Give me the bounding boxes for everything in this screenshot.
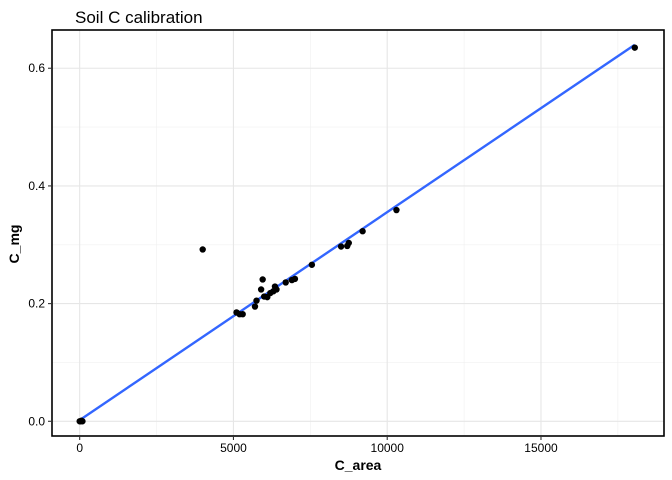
data-point [345,239,352,247]
x-axis-label: C_area [335,457,382,473]
x-tick-label: 10000 [371,441,405,455]
data-point [239,311,246,318]
data-point [251,303,259,310]
y-tick-label: 0.6 [28,61,45,75]
y-tick-label: 0.2 [28,297,45,311]
x-tick-label: 15000 [524,441,558,455]
data-point [393,206,400,214]
minor-gridlines [52,30,664,436]
regression-line [79,43,636,422]
data-point [631,44,638,51]
data-points [76,44,638,425]
y-tick-label: 0.4 [28,179,45,193]
data-point [359,228,366,235]
y-axis-label: C_mg [6,225,22,264]
data-point [308,261,316,268]
data-point [259,276,266,283]
data-point [257,286,265,293]
x-tick-label: 5000 [220,441,247,455]
data-point [273,286,280,293]
data-point [282,279,289,286]
plot-panel-border [51,29,665,437]
data-point [79,418,86,425]
x-tick-label: 0 [76,441,83,455]
y-axis-ticks: 0.0 0.2 0.4 0.6 [28,61,52,428]
data-point [337,243,345,250]
data-point [291,275,299,283]
y-tick-label: 0.0 [28,414,45,428]
major-gridlines [52,30,664,436]
data-point [199,246,206,253]
data-point [253,297,260,304]
x-axis-ticks: 0 5000 10000 15000 [76,436,558,455]
chart-title: Soil C calibration [75,8,203,27]
fit-line-layer [79,43,636,422]
